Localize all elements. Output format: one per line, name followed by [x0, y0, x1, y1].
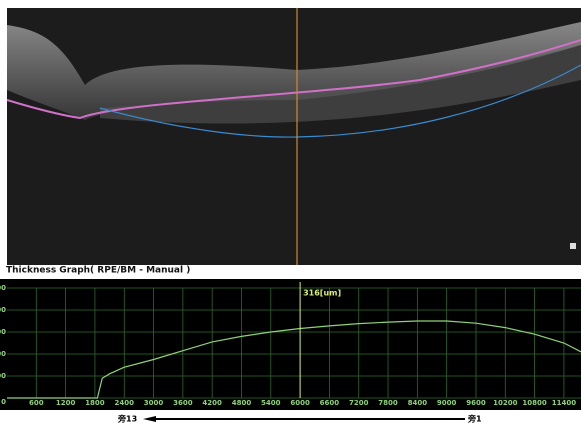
x-tick-label: 11400 [552, 399, 576, 407]
nav-arrow-head [143, 416, 156, 422]
x-tick-label: 9000 [437, 399, 457, 407]
page: {"chart_data": {"type": "line", "title":… [0, 0, 581, 423]
y-tick-label: 400 [0, 306, 6, 314]
x-tick-label: 3000 [144, 399, 164, 407]
x-tick-label: 10800 [522, 399, 546, 407]
scan-icon[interactable] [570, 243, 576, 249]
x-tick-label: 600 [29, 399, 44, 407]
x-tick-label: 1800 [85, 399, 105, 407]
y-tick-label: 500 [0, 284, 6, 292]
x-tick-label: 10200 [493, 399, 517, 407]
x-tick-label: 5400 [261, 399, 281, 407]
cursor-annotation: 316[um] [303, 289, 341, 298]
viewer: Thickness Graph( RPE/BM - Manual ) 旁13 旁… [0, 0, 581, 423]
x-tick-label: 2400 [115, 399, 135, 407]
x-tick-label: 6600 [320, 399, 340, 407]
graph-title: Thickness Graph( RPE/BM - Manual ) [6, 266, 190, 276]
x-tick-label: 4800 [232, 399, 252, 407]
nav-right[interactable]: 旁1 [467, 414, 482, 423]
x-tick-label: 4200 [202, 399, 222, 407]
x-tick-label: 8400 [408, 399, 428, 407]
x-tick-label: 7800 [378, 399, 398, 407]
y-tick-label: 300 [0, 328, 6, 336]
nav-left[interactable]: 旁13 [117, 414, 137, 423]
y-tick-label: 200 [0, 350, 6, 358]
x-tick-label: 7200 [349, 399, 369, 407]
x-tick-label: 6000 [290, 399, 310, 407]
y-tick-label: 100 [0, 372, 6, 380]
x-tick-label: 1200 [56, 399, 76, 407]
x-tick-label: 9600 [466, 399, 486, 407]
y-tick-label: 0 [1, 398, 6, 406]
x-tick-label: 3600 [173, 399, 193, 407]
graph-background [0, 279, 581, 410]
oct-scan [7, 8, 581, 265]
